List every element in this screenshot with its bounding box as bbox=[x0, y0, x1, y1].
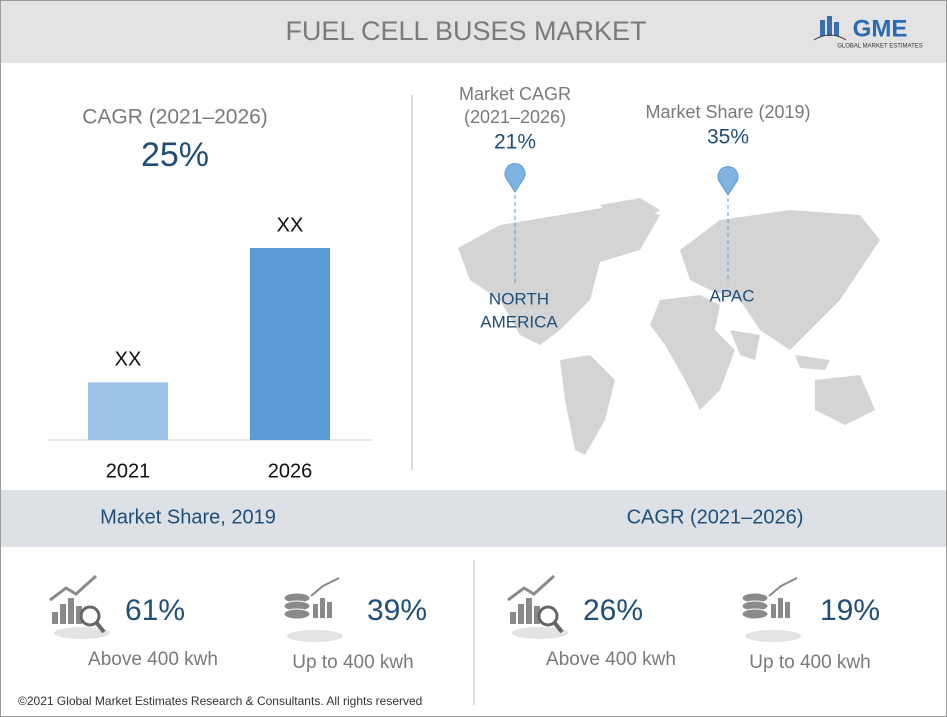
logo-text: GME bbox=[853, 15, 908, 42]
icon-disk bbox=[741, 608, 769, 620]
icon-bar bbox=[518, 604, 524, 624]
icon-arrow bbox=[310, 577, 340, 597]
region-label: AMERICA bbox=[480, 312, 558, 331]
stat-value: 26% bbox=[583, 594, 643, 627]
icon-lens bbox=[79, 605, 101, 627]
data-label: XX bbox=[277, 214, 304, 236]
section-title: Market Share, 2019 bbox=[100, 506, 276, 528]
stat-value: 19% bbox=[820, 594, 880, 627]
pin-title: Market Share (2019) bbox=[645, 102, 810, 122]
icon-arrow bbox=[507, 574, 556, 602]
sections: Market Share, 2019 61% Above 400 kwh 39% Up … bbox=[49, 506, 880, 673]
icon-arrow bbox=[768, 577, 798, 597]
cagr-label: CAGR (2021–2026) bbox=[82, 106, 268, 129]
icon-arrow bbox=[49, 574, 98, 602]
icon-shadow bbox=[745, 630, 801, 642]
pin-value: 35% bbox=[707, 126, 749, 149]
icon bbox=[741, 577, 801, 642]
stat-label: Above 400 kwh bbox=[546, 649, 676, 670]
section-title: CAGR (2021–2026) bbox=[627, 506, 804, 528]
region-label: APAC bbox=[709, 286, 754, 305]
icon-bar bbox=[68, 598, 74, 624]
title: FUEL CELL BUSES MARKET bbox=[285, 16, 646, 46]
region-label: NORTH bbox=[489, 289, 549, 308]
icon-bar bbox=[327, 602, 332, 618]
world-map bbox=[458, 198, 880, 455]
bar bbox=[250, 248, 330, 440]
icon-handle bbox=[94, 620, 106, 634]
cagr-value: 25% bbox=[141, 136, 209, 174]
icon-bar bbox=[52, 612, 58, 624]
icon-bar bbox=[313, 604, 318, 618]
pin-value: 21% bbox=[494, 131, 536, 154]
bar-chart: XX 2021 XX 2026 bbox=[88, 214, 330, 482]
icon-shadow bbox=[287, 630, 343, 642]
icon bbox=[507, 574, 568, 639]
icon-bar bbox=[534, 606, 540, 624]
section-band bbox=[1, 490, 946, 547]
stat-label: Above 400 kwh bbox=[88, 649, 218, 670]
icon-bar bbox=[785, 602, 790, 618]
logo-subtext: GLOBAL MARKET ESTIMATES bbox=[837, 44, 923, 50]
logo: GME GLOBAL MARKET ESTIMATES bbox=[813, 15, 923, 50]
footer: ©2021 Global Market Estimates Research &… bbox=[18, 694, 422, 708]
pin-icon bbox=[717, 166, 739, 196]
category-label: 2026 bbox=[268, 460, 313, 482]
data-label: XX bbox=[115, 349, 142, 371]
pin-icon bbox=[504, 163, 526, 193]
pin-title: (2021–2026) bbox=[464, 107, 566, 127]
stat-label: Up to 400 kwh bbox=[749, 652, 870, 673]
icon-shadow bbox=[54, 627, 110, 639]
icon-bar bbox=[778, 598, 783, 618]
icon-bar bbox=[771, 604, 776, 618]
icon-shadow bbox=[512, 627, 568, 639]
icon-disk bbox=[283, 608, 311, 620]
icon-bar bbox=[320, 598, 325, 618]
icon bbox=[49, 574, 110, 639]
stat-label: Up to 400 kwh bbox=[292, 652, 413, 673]
icon-bar bbox=[76, 606, 82, 624]
pin-title: Market CAGR bbox=[459, 84, 571, 104]
icon-lens bbox=[537, 605, 559, 627]
icon-handle bbox=[552, 620, 564, 634]
category-label: 2021 bbox=[106, 460, 151, 482]
icon-bar bbox=[60, 604, 66, 624]
icon-bar bbox=[526, 598, 532, 624]
header-band bbox=[1, 1, 946, 63]
map-pins: Market CAGR (2021–2026) 21% NORTH AMERICA Mar… bbox=[459, 84, 811, 332]
bar bbox=[88, 382, 168, 440]
stat-value: 61% bbox=[125, 594, 185, 627]
icon-bar bbox=[510, 612, 516, 624]
stat-value: 39% bbox=[367, 594, 427, 627]
icon bbox=[283, 577, 343, 642]
